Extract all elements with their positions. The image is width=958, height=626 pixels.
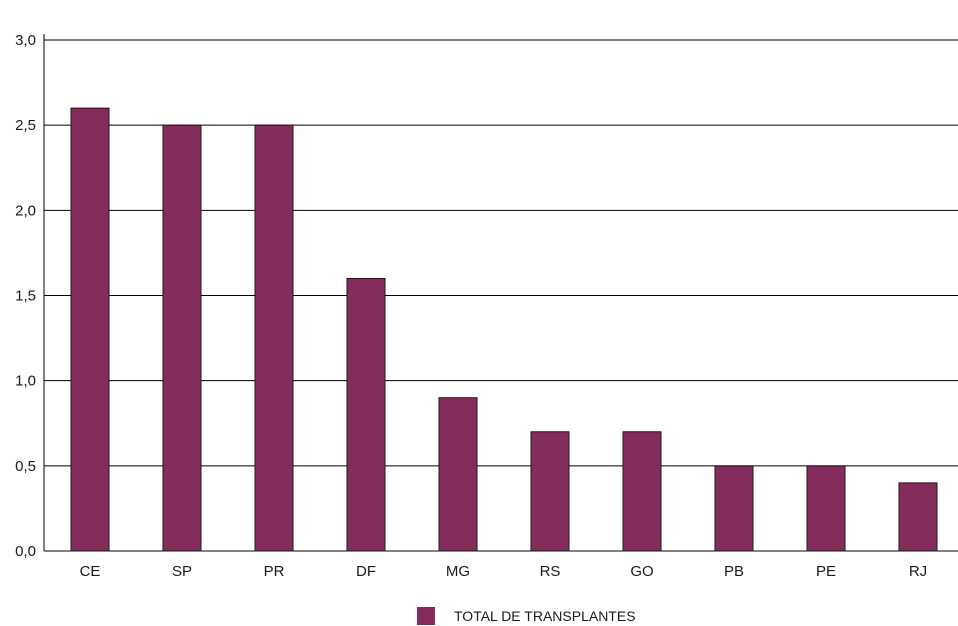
bar-rj <box>898 482 938 552</box>
y-axis-labels: 0,0 0,5 1,0 1,5 2,0 2,5 3,0 <box>15 32 36 560</box>
x-tick-label-rs: RS <box>540 563 561 580</box>
legend-label: TOTAL DE TRANSPLANTES <box>454 608 636 624</box>
y-tick-label-0: 0,0 <box>15 543 36 560</box>
bar-rs <box>530 431 570 552</box>
bars <box>70 107 938 552</box>
legend: TOTAL DE TRANSPLANTES <box>417 607 636 625</box>
y-tick-label-3: 1,5 <box>15 288 36 305</box>
x-tick-label-pe: PE <box>816 563 836 580</box>
y-tick-label-6: 3,0 <box>15 32 36 49</box>
y-tick-label-2: 1,0 <box>15 373 36 390</box>
bar-mg <box>438 397 478 552</box>
bar-pb <box>714 465 754 552</box>
bar-ce <box>70 107 110 552</box>
x-tick-label-df: DF <box>356 563 376 580</box>
y-tick-label-5: 2,5 <box>15 117 36 134</box>
bar-go <box>622 431 662 552</box>
x-tick-label-go: GO <box>630 563 653 580</box>
y-tick-label-4: 2,0 <box>15 202 36 219</box>
x-tick-label-ce: CE <box>80 563 101 580</box>
bar-pe <box>806 465 846 552</box>
bar-sp <box>162 124 202 552</box>
x-tick-label-pb: PB <box>724 563 744 580</box>
x-tick-label-mg: MG <box>446 563 470 580</box>
x-tick-label-rj: RJ <box>909 563 927 580</box>
legend-swatch <box>417 607 435 625</box>
bar-pr <box>254 124 294 552</box>
y-tick-label-1: 0,5 <box>15 458 36 475</box>
bar-df <box>346 277 386 552</box>
x-tick-label-pr: PR <box>264 563 285 580</box>
x-tick-label-sp: SP <box>172 563 192 580</box>
x-axis-labels: CE SP PR DF MG RS GO PB PE RJ <box>80 563 928 580</box>
